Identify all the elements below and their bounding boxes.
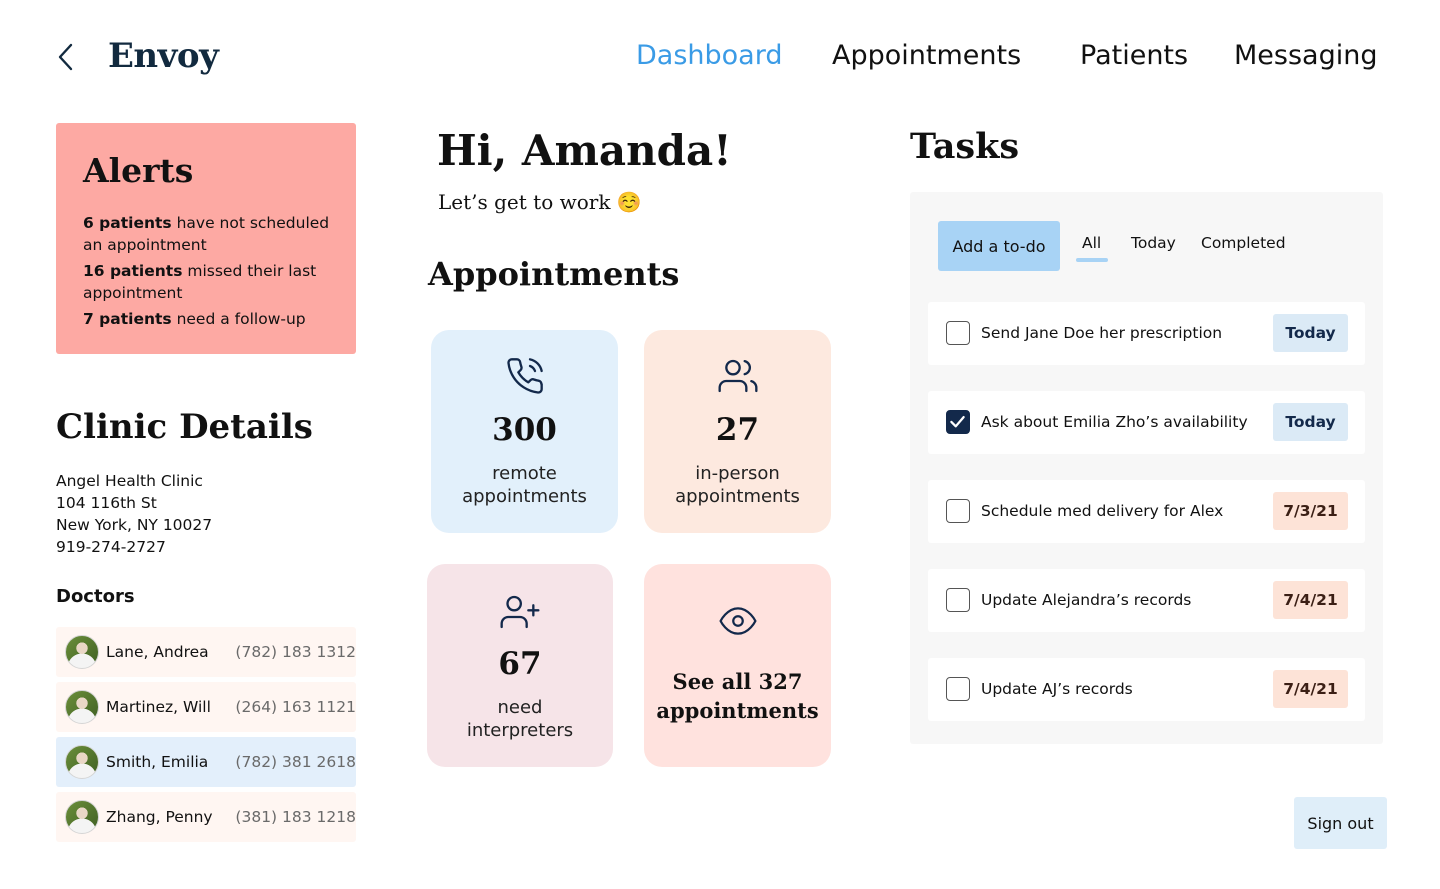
doctor-name: Lane, Andrea xyxy=(106,643,209,661)
alert-item: 6 patients have not scheduled an appoint… xyxy=(83,212,336,256)
users-icon xyxy=(718,359,758,393)
remote-count: 300 xyxy=(492,412,557,448)
doctor-phone: (381) 183 1218 xyxy=(235,808,356,826)
card-label-line: in-person xyxy=(695,463,780,484)
avatar xyxy=(65,800,99,834)
task-item: Update AJ’s records 7/4/21 xyxy=(928,658,1365,721)
task-checkbox-checked[interactable] xyxy=(946,410,970,434)
tasks-panel xyxy=(910,192,1383,744)
avatar xyxy=(65,635,99,669)
task-checkbox[interactable] xyxy=(946,321,970,345)
doctor-row[interactable]: Zhang, Penny (381) 183 1218 xyxy=(56,792,356,842)
alert-text: need a follow-up xyxy=(171,310,306,328)
user-plus-icon xyxy=(500,595,540,629)
task-due-badge: 7/4/21 xyxy=(1273,670,1348,708)
doctor-phone: (264) 163 1121 xyxy=(235,698,356,716)
task-item: Send Jane Doe her prescription Today xyxy=(928,302,1365,365)
in-person-appointments-card[interactable]: 27 in-person appointments xyxy=(644,330,831,533)
doctor-name: Zhang, Penny xyxy=(106,808,213,826)
clinic-street: 104 116th St xyxy=(56,494,157,512)
alert-count: 16 patients xyxy=(83,262,183,280)
doctor-phone: (782) 183 1312 xyxy=(235,643,356,661)
see-all-line: appointments xyxy=(656,698,819,723)
nav-dashboard[interactable]: Dashboard xyxy=(636,40,783,71)
task-text: Send Jane Doe her prescription xyxy=(981,324,1223,342)
doctor-phone: (782) 381 2618 xyxy=(235,753,356,771)
task-checkbox[interactable] xyxy=(946,588,970,612)
clinic-phone: 919-274-2727 xyxy=(56,538,166,556)
alert-count: 7 patients xyxy=(83,310,172,328)
remote-label: remote appointments xyxy=(431,462,618,508)
card-label-line: remote xyxy=(492,463,557,484)
interpreters-count: 67 xyxy=(498,646,542,682)
alert-item: 7 patients need a follow-up xyxy=(83,308,336,330)
task-due-badge: Today xyxy=(1273,314,1348,352)
clinic-details-title: Clinic Details xyxy=(56,407,313,447)
alert-text: have not scheduled an appointment xyxy=(83,214,330,254)
clinic-info: Angel Health Clinic 104 116th St New Yor… xyxy=(56,470,212,558)
avatar xyxy=(65,690,99,724)
doctors-title: Doctors xyxy=(56,586,135,607)
nav-appointments[interactable]: Appointments xyxy=(832,40,1022,71)
filter-tab-today[interactable]: Today xyxy=(1131,234,1176,252)
app-logo: Envoy xyxy=(108,36,219,76)
nav-messaging[interactable]: Messaging xyxy=(1234,40,1378,71)
filter-tab-completed[interactable]: Completed xyxy=(1201,234,1286,252)
greeting-subtitle: Let’s get to work ☺️ xyxy=(438,190,642,214)
interpreters-label: need interpreters xyxy=(427,696,613,742)
alerts-card: Alerts 6 patients have not scheduled an … xyxy=(56,123,356,354)
alert-text: missed their last appointment xyxy=(83,262,317,302)
phone-call-icon xyxy=(506,358,543,394)
appointments-title: Appointments xyxy=(428,255,680,293)
clinic-city: New York, NY 10027 xyxy=(56,516,213,534)
in-person-label: in-person appointments xyxy=(644,462,831,508)
doctor-row-selected[interactable]: Smith, Emilia (782) 381 2618 xyxy=(56,737,356,787)
task-item: Update Alejandra’s records 7/4/21 xyxy=(928,569,1365,632)
task-checkbox[interactable] xyxy=(946,499,970,523)
sign-out-button[interactable]: Sign out xyxy=(1294,797,1387,849)
eye-icon xyxy=(718,607,757,635)
task-text: Ask about Emilia Zho’s availability xyxy=(981,413,1248,431)
task-text: Update AJ’s records xyxy=(981,680,1133,698)
card-label-line: appointments xyxy=(462,486,587,507)
filter-tab-all[interactable]: All xyxy=(1082,234,1102,252)
add-todo-button[interactable]: Add a to-do xyxy=(938,221,1060,271)
greeting-title: Hi, Amanda! xyxy=(437,126,732,175)
remote-appointments-card[interactable]: 300 remote appointments xyxy=(431,330,618,533)
chevron-left-icon[interactable] xyxy=(52,40,80,74)
doctor-name: Martinez, Will xyxy=(106,698,211,716)
nav-patients[interactable]: Patients xyxy=(1080,40,1189,71)
see-all-appointments-card[interactable]: See all 327 appointments xyxy=(644,564,831,767)
task-due-badge: 7/3/21 xyxy=(1273,492,1348,530)
card-label-line: appointments xyxy=(675,486,800,507)
clinic-name: Angel Health Clinic xyxy=(56,472,203,490)
task-text: Schedule med delivery for Alex xyxy=(981,502,1224,520)
card-label-line: interpreters xyxy=(466,720,574,741)
alerts-title: Alerts xyxy=(83,151,194,190)
interpreters-card[interactable]: 67 need interpreters xyxy=(427,564,613,767)
active-tab-indicator xyxy=(1076,258,1108,262)
alert-item: 16 patients missed their last appointmen… xyxy=(83,260,336,304)
task-item: Ask about Emilia Zho’s availability Toda… xyxy=(928,391,1365,454)
task-checkbox[interactable] xyxy=(946,677,970,701)
task-text: Update Alejandra’s records xyxy=(981,591,1192,609)
in-person-count: 27 xyxy=(715,412,760,448)
tasks-title: Tasks xyxy=(910,126,1020,167)
doctor-row[interactable]: Martinez, Will (264) 163 1121 xyxy=(56,682,356,732)
alert-count: 6 patients xyxy=(83,214,172,232)
task-due-badge: 7/4/21 xyxy=(1273,581,1348,619)
checkmark-icon xyxy=(950,415,965,428)
see-all-label: See all 327 appointments xyxy=(644,667,831,725)
avatar xyxy=(65,745,99,779)
doctor-name: Smith, Emilia xyxy=(106,753,209,771)
doctor-row[interactable]: Lane, Andrea (782) 183 1312 xyxy=(56,627,356,677)
see-all-line: See all 327 xyxy=(672,669,803,694)
card-label-line: need xyxy=(497,697,543,718)
task-item: Schedule med delivery for Alex 7/3/21 xyxy=(928,480,1365,543)
task-due-badge: Today xyxy=(1273,403,1348,441)
